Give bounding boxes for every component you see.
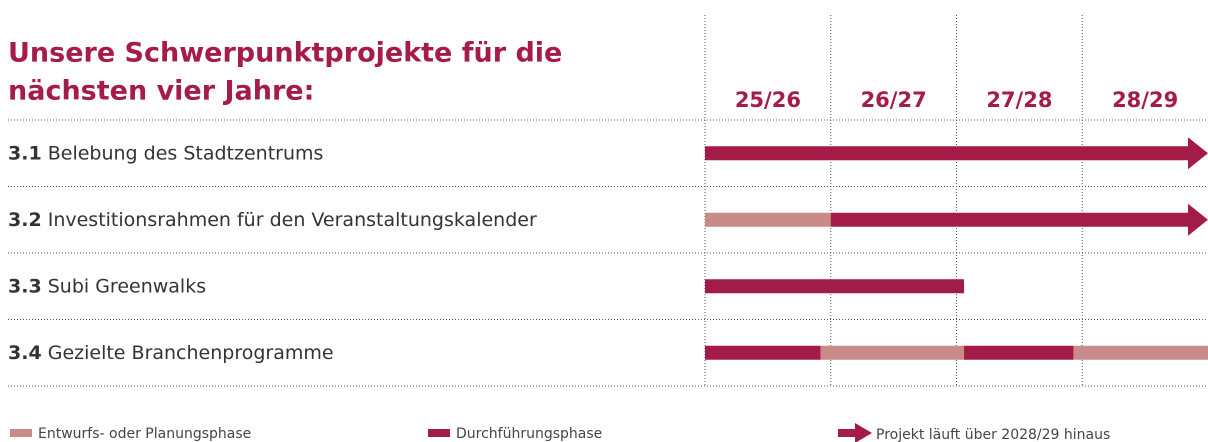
- bar-segment: [705, 146, 1190, 161]
- bar-segment: [820, 345, 965, 360]
- task-label: 3.3 Subi Greenwalks: [8, 275, 206, 297]
- bar-segment: [705, 345, 821, 360]
- legend-swatch: [428, 429, 450, 437]
- arrow-head: [1188, 203, 1208, 236]
- period-label: 27/28: [986, 88, 1052, 112]
- bar-segment: [964, 345, 1074, 360]
- chart-title: nächsten vier Jahre:: [8, 76, 314, 107]
- task-number: 3.1: [8, 142, 42, 164]
- task-name: Investitionsrahmen für den Veranstaltung…: [48, 208, 537, 230]
- legend-label: Projekt läuft über 2028/29 hinaus: [876, 427, 1110, 442]
- task-name: Gezielte Branchenprogramme: [48, 341, 334, 363]
- task-name: Subi Greenwalks: [48, 275, 206, 297]
- bar-segment: [830, 212, 1190, 227]
- legend-label: Durchführungsphase: [456, 426, 602, 442]
- legend-arrow-head: [855, 423, 872, 442]
- chart-title: Unsere Schwerpunktprojekte für die: [8, 38, 562, 69]
- period-label: 28/29: [1112, 88, 1178, 112]
- task-label: 3.2 Investitionsrahmen für den Veranstal…: [8, 208, 537, 230]
- bar-segment: [1073, 345, 1208, 360]
- task-name: Belebung des Stadtzentrums: [48, 142, 324, 164]
- task-number: 3.4: [8, 341, 42, 363]
- arrow-head: [1188, 137, 1208, 170]
- legend-swatch: [10, 429, 32, 437]
- legend-label: Entwurfs- oder Planungsphase: [38, 426, 251, 442]
- task-label: 3.4 Gezielte Branchenprogramme: [8, 341, 334, 363]
- bar-segment: [705, 212, 831, 227]
- task-number: 3.2: [8, 208, 42, 230]
- bar-segment: [705, 279, 965, 294]
- task-label: 3.1 Belebung des Stadtzentrums: [8, 142, 323, 164]
- period-label: 26/27: [861, 88, 927, 112]
- period-label: 25/26: [735, 88, 801, 112]
- task-number: 3.3: [8, 275, 42, 297]
- legend-arrow-body: [838, 429, 856, 437]
